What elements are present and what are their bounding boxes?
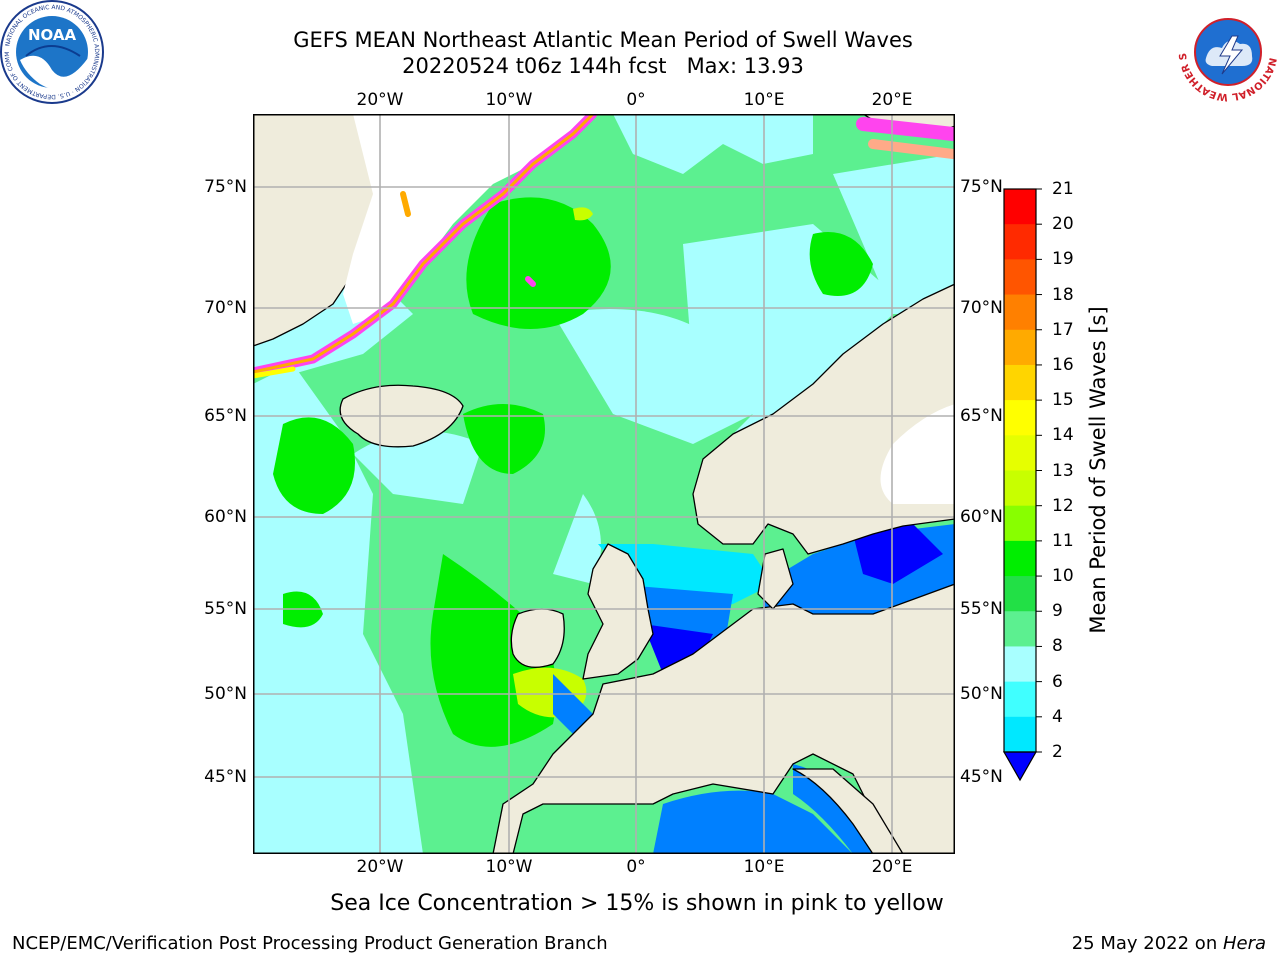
colorbar-segment	[1004, 329, 1036, 366]
footer-date: 25 May 2022 on Hera	[1072, 933, 1266, 954]
lon-tick-bottom-2: 0°	[626, 857, 646, 877]
nws-logo: NATIONAL WEATHER SERVICE	[1176, 0, 1278, 102]
colorbar-segment	[1004, 576, 1036, 612]
colorbar-segment	[1004, 505, 1036, 542]
footer-machine: Hera	[1222, 933, 1266, 954]
lon-tick-bottom-3: 10°E	[743, 857, 785, 877]
map-frame	[253, 114, 955, 854]
colorbar-tick-label: 10	[1052, 566, 1074, 587]
graticule	[253, 114, 955, 854]
chart-subtitle: 20220524 t06z 144h fcst Max: 13.93	[402, 54, 804, 78]
lat-tick-left-5: 50°N	[204, 684, 247, 704]
colorbar-tick-label: 13	[1052, 460, 1074, 481]
colorbar-label: Mean Period of Swell Waves [s]	[1086, 306, 1110, 634]
colorbar-tick-label: 2	[1052, 742, 1063, 762]
footer-date-text: 25 May 2022 on	[1071, 933, 1223, 954]
colorbar-tick-label: 19	[1052, 249, 1074, 270]
lat-tick-right-6: 45°N	[960, 767, 1003, 787]
colorbar-segment	[1004, 400, 1036, 436]
colorbar-tick-label: 14	[1052, 425, 1074, 446]
lat-tick-left-1: 70°N	[204, 298, 247, 318]
footer-credit: NCEP/EMC/Verification Post Processing Pr…	[12, 933, 608, 954]
colorbar-segment	[1004, 470, 1036, 507]
noaa-logo: NOAA NATIONAL OCEANIC AND ATMOSPHERIC AD…	[0, 0, 104, 104]
colorbar-tick-label: 15	[1052, 390, 1074, 411]
colorbar-tick-label: 21	[1052, 179, 1074, 199]
colorbar-segment	[1004, 259, 1036, 296]
lat-tick-left-4: 55°N	[204, 599, 247, 619]
lon-tick-top-4: 20°E	[871, 90, 913, 110]
colorbar-segment	[1004, 189, 1036, 225]
colorbar-segment	[1004, 716, 1036, 753]
colorbar-tick-label: 6	[1052, 671, 1063, 692]
colorbar-segment	[1004, 294, 1036, 331]
chart-title: GEFS MEAN Northeast Atlantic Mean Period…	[293, 28, 913, 52]
colorbar	[1002, 188, 1042, 782]
colorbar-segment	[1004, 681, 1036, 718]
colorbar-segment	[1004, 646, 1036, 683]
colorbar-segment	[1004, 435, 1036, 471]
lat-tick-right-0: 75°N	[960, 177, 1003, 197]
colorbar-tick-label: 4	[1052, 706, 1063, 727]
lat-tick-right-3: 60°N	[960, 507, 1003, 527]
lon-tick-top-1: 10°W	[485, 90, 533, 110]
lon-tick-bottom-4: 20°E	[871, 857, 913, 877]
sea-ice-note: Sea Ice Concentration > 15% is shown in …	[330, 891, 944, 916]
colorbar-segment	[1004, 540, 1036, 577]
colorbar-tick-label: 11	[1052, 530, 1074, 551]
lon-tick-top-3: 10°E	[743, 90, 785, 110]
colorbar-segment	[1004, 611, 1036, 647]
no-data-land	[343, 114, 955, 504]
lat-tick-right-4: 55°N	[960, 599, 1003, 619]
colorbar-tick-label: 9	[1052, 601, 1063, 622]
sea-ice-edge	[253, 114, 955, 379]
lat-tick-left-0: 75°N	[204, 177, 247, 197]
lon-tick-top-0: 20°W	[356, 90, 404, 110]
lon-tick-top-2: 0°	[626, 90, 646, 110]
colorbar-segment	[1004, 364, 1036, 401]
lat-tick-right-5: 50°N	[960, 684, 1003, 704]
colorbar-tick-label: 17	[1052, 319, 1074, 340]
colorbar-tick-label: 18	[1052, 284, 1074, 305]
colorbar-tick-label: 12	[1052, 495, 1074, 516]
colorbar-tick-label: 8	[1052, 636, 1063, 657]
colorbar-tick-label: 16	[1052, 354, 1074, 375]
lon-tick-bottom-1: 10°W	[485, 857, 533, 877]
lat-tick-left-2: 65°N	[204, 406, 247, 426]
lon-tick-bottom-0: 20°W	[356, 857, 404, 877]
swell-period-map	[253, 114, 955, 854]
lat-tick-right-2: 65°N	[960, 406, 1003, 426]
colorbar-segment	[1004, 224, 1036, 260]
colorbar-extend-arrow	[1002, 751, 1038, 782]
colorbar-tick-label: 20	[1052, 214, 1074, 235]
lat-tick-left-3: 60°N	[204, 507, 247, 527]
lat-tick-left-6: 45°N	[204, 767, 247, 787]
noaa-logo-text: NOAA	[28, 26, 77, 44]
lat-tick-right-1: 70°N	[960, 298, 1003, 318]
